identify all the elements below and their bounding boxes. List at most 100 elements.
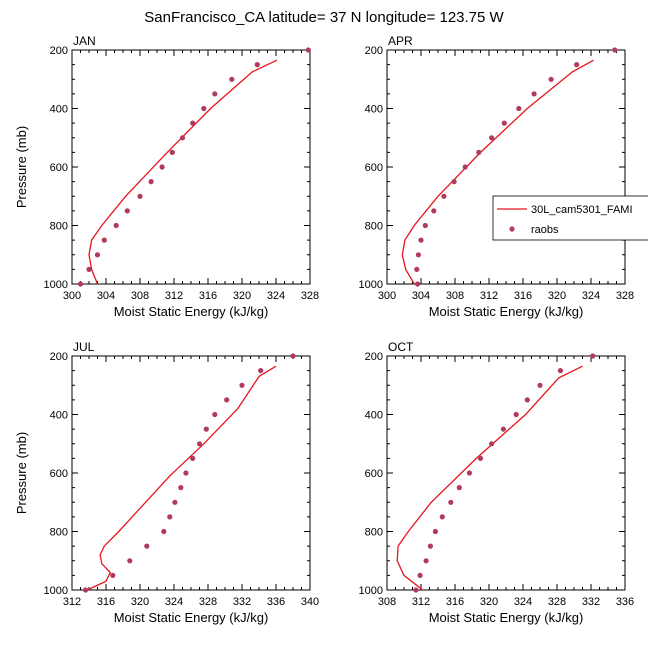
raobs-point-oct [557, 368, 564, 374]
raobs-point-oct [500, 426, 506, 432]
y-tick-label: 800 [50, 221, 68, 233]
raobs-point-oct [524, 397, 530, 403]
x-axis-label-apr: Moist Static Energy (kJ/kg) [429, 304, 584, 319]
x-tick-label: 308 [131, 290, 149, 302]
raobs-point-apr [451, 179, 457, 185]
raobs-point-oct [448, 499, 454, 505]
x-tick-label: 328 [301, 290, 319, 302]
legend [492, 195, 648, 241]
raobs-point-jan [190, 120, 196, 126]
raobs-point-oct [413, 587, 419, 593]
raobs-point-jul [167, 514, 173, 520]
x-tick-label: 324 [267, 290, 285, 302]
panel-title-jan: JAN [73, 34, 96, 48]
y-tick-label: 200 [50, 351, 68, 363]
x-tick-label: 316 [446, 596, 464, 608]
raobs-point-jan [229, 76, 235, 82]
y-tick-label: 1000 [359, 585, 383, 597]
raobs-point-jan [179, 135, 186, 141]
x-tick-label: 308 [446, 290, 464, 302]
legend-dot-swatch [509, 226, 515, 232]
plot-frame-oct [386, 355, 626, 591]
raobs-point-jul [290, 353, 296, 359]
raobs-point-apr [548, 76, 554, 82]
raobs-point-oct [417, 572, 423, 579]
raobs-point-jan [124, 208, 130, 214]
raobs-point-jan [113, 222, 119, 229]
y-tick-label: 800 [50, 527, 68, 539]
x-tick-label: 320 [131, 596, 149, 608]
raobs-point-apr [462, 164, 468, 170]
raobs-point-jan [169, 149, 175, 155]
x-tick-label: 316 [514, 290, 532, 302]
x-tick-label: 324 [165, 596, 183, 608]
raobs-point-apr [441, 193, 447, 199]
legend-box [492, 195, 648, 241]
y-tick-label: 800 [365, 527, 383, 539]
raobs-point-oct [477, 455, 484, 461]
x-tick-label: 312 [480, 290, 498, 302]
x-tick-label: 312 [165, 290, 183, 302]
raobs-point-jul [178, 485, 184, 491]
raobs-point-oct [537, 382, 543, 388]
raobs-point-jul [239, 382, 245, 388]
raobs-point-jul [172, 499, 178, 505]
raobs-point-oct [590, 353, 596, 359]
x-axis-label-jul: Moist Static Energy (kJ/kg) [114, 610, 269, 625]
panel-jan [71, 47, 311, 287]
raobs-point-oct [456, 485, 462, 491]
raobs-point-apr [574, 62, 580, 68]
y-tick-label: 400 [50, 410, 68, 422]
raobs-point-jul [212, 411, 218, 418]
raobs-point-jan [86, 266, 92, 272]
x-tick-label: 304 [97, 290, 115, 302]
figure-title: SanFrancisco_CA latitude= 37 N longitude… [144, 9, 504, 26]
raobs-point-apr [489, 135, 495, 141]
raobs-point-jan [137, 193, 143, 199]
x-tick-label: 336 [616, 596, 634, 608]
y-tick-label: 400 [365, 410, 383, 422]
raobs-point-jan [77, 281, 84, 287]
raobs-point-oct [489, 441, 495, 447]
raobs-point-oct [423, 558, 429, 564]
panel-title-jul: JUL [73, 340, 95, 354]
x-axis-label-jan: Moist Static Energy (kJ/kg) [114, 304, 269, 319]
raobs-point-apr [422, 222, 428, 229]
raobs-point-jul [161, 528, 167, 535]
panel-title-apr: APR [388, 34, 413, 48]
y-tick-label: 200 [50, 45, 68, 57]
plot-frame-jan [71, 49, 311, 285]
raobs-point-jan [212, 91, 218, 97]
model-line-jul [87, 365, 277, 591]
legend-obs-label: raobs [531, 224, 559, 236]
x-tick-label: 332 [582, 596, 600, 608]
raobs-point-oct [513, 411, 519, 418]
x-tick-label: 312 [63, 596, 81, 608]
plot-frame-jul [71, 355, 311, 591]
raobs-point-apr [431, 208, 437, 214]
x-tick-label: 320 [480, 596, 498, 608]
raobs-point-jul [110, 572, 116, 579]
raobs-point-jan [201, 105, 207, 112]
raobs-point-jan [94, 252, 101, 258]
y-tick-label: 600 [365, 468, 383, 480]
raobs-point-oct [466, 470, 472, 476]
raobs-point-oct [439, 514, 445, 520]
y-tick-label: 1000 [359, 279, 383, 291]
x-tick-label: 312 [412, 596, 430, 608]
y-tick-label: 800 [365, 221, 383, 233]
x-tick-label: 320 [548, 290, 566, 302]
y-tick-label: 600 [365, 162, 383, 174]
y-axis-label-jul: Pressure (mb) [14, 432, 29, 514]
raobs-point-apr [501, 120, 507, 126]
panel-jul [71, 353, 311, 593]
panel-title-oct: OCT [388, 340, 414, 354]
raobs-point-jul [190, 455, 196, 461]
raobs-point-jul [127, 558, 133, 564]
y-tick-label: 200 [365, 351, 383, 363]
y-axis-label-jan: Pressure (mb) [14, 126, 29, 208]
model-line-jan [88, 59, 278, 285]
x-tick-label: 308 [378, 596, 396, 608]
x-tick-label: 316 [97, 596, 115, 608]
y-tick-label: 600 [50, 162, 68, 174]
